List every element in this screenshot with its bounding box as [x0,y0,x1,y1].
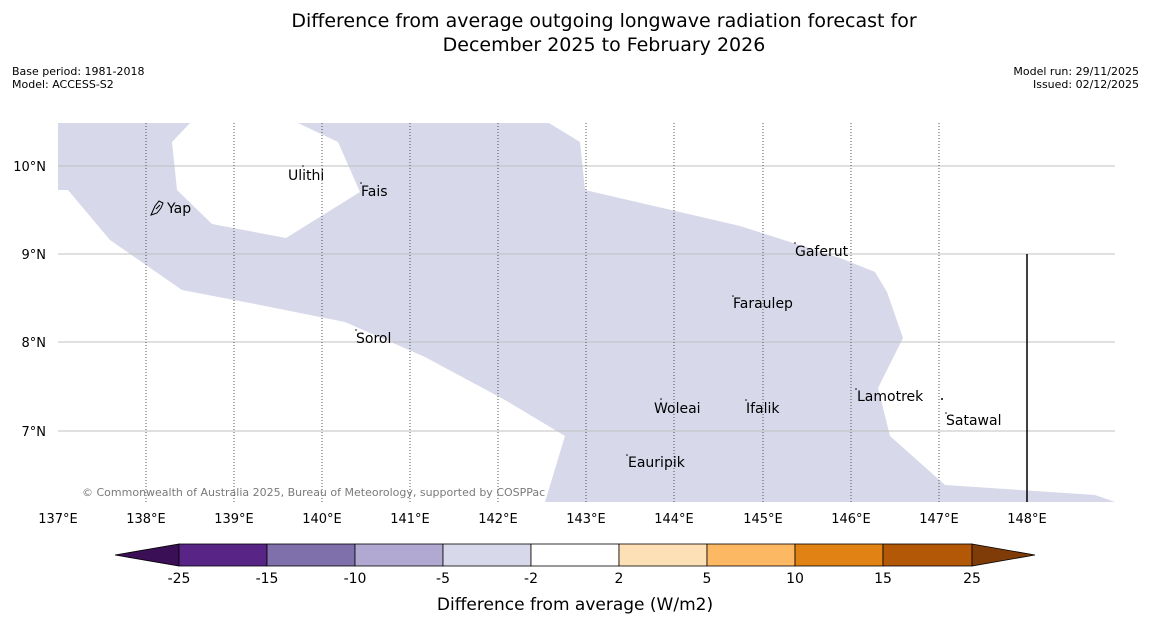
colorbar-ticks: -25 -15 -10 -5 -2 2 5 10 15 25 [168,571,981,587]
lon-label-142e: 142°E [478,512,518,527]
place-lamotrek: Lamotrek [857,389,924,405]
colorbar-bin-6 [618,543,708,567]
lon-labels: 137°E 138°E 139°E 140°E 141°E 142°E 143°… [38,512,1047,527]
place-sorol: Sorol [356,331,391,347]
colorbar-bin-1 [178,543,268,567]
base-period: Base period: 1981-2018 [12,65,145,78]
colorbar-tick-3: -5 [436,571,450,587]
colorbar [114,543,1036,567]
colorbar-bin-5 [530,543,620,567]
copyright-notice: © Commonwealth of Australia 2025, Bureau… [82,486,545,499]
lon-label-137e: 137°E [38,512,78,527]
island-dot-woleai [660,398,662,400]
place-woleai: Woleai [654,401,701,417]
island-dot-ulithi [302,165,304,167]
colorbar-tick-2: -10 [344,571,367,587]
island-dot-eauripik [626,454,628,456]
colorbar-tick-0: -25 [168,571,191,587]
colorbar-tick-4: -2 [524,571,538,587]
island-dot-satawal [945,412,947,414]
colorbar-bin-3 [354,543,444,567]
place-faraulep: Faraulep [733,296,793,312]
colorbar-tick-1: -15 [256,571,279,587]
issued-date: Issued: 02/12/2025 [1032,78,1139,91]
map-title: Difference from average outgoing longwav… [0,9,1150,57]
lat-label-9n: 9°N [22,248,47,263]
lon-label-145e: 145°E [743,512,783,527]
island-dot-lamotrek [855,388,857,390]
lon-label-147e: 147°E [919,512,959,527]
colorbar-arrow-high [971,543,1036,567]
lon-label-144e: 144°E [654,512,694,527]
island-dot-sorol [355,329,357,331]
lon-label-138e: 138°E [126,512,166,527]
model-run: Model run: 29/11/2025 [1013,65,1139,78]
lat-label-8n: 8°N [22,336,47,351]
lon-label-140e: 140°E [302,512,342,527]
colorbar-bin-4 [442,543,532,567]
place-fais: Fais [361,184,388,200]
colorbar-tick-7: 10 [786,571,804,587]
title-line-1: Difference from average outgoing longwav… [291,10,917,32]
place-satawal: Satawal [946,413,1001,429]
lat-labels: 10°N 9°N 8°N 7°N [13,160,46,440]
place-labels: Ulithi Fais Yap Gaferut Faraulep Sorol W… [166,168,1001,471]
colorbar-tick-6: 5 [703,571,712,587]
title-line-2: December 2025 to February 2026 [442,34,766,56]
colorbar-tick-5: 2 [615,571,624,587]
meta-right: Model run: 29/11/2025 Issued: 02/12/2025 [1013,65,1139,91]
legend-title: Difference from average (W/m2) [437,595,713,615]
lat-label-7n: 7°N [22,425,47,440]
model-name: Model: ACCESS-S2 [12,78,114,91]
place-ifalik: Ifalik [746,401,780,417]
colorbar-bin-9 [882,543,973,567]
lat-label-10n: 10°N [13,160,46,175]
lon-label-148e: 148°E [1007,512,1047,527]
colorbar-tick-8: 15 [874,571,892,587]
lon-label-143e: 143°E [566,512,606,527]
lon-label-146e: 146°E [831,512,871,527]
island-dots [302,165,947,456]
lon-gridlines [145,123,940,502]
island-dot-fais [360,182,362,184]
colorbar-bin-7 [706,543,796,567]
island-dot-ifalik [745,399,747,401]
meta-left: Base period: 1981-2018 Model: ACCESS-S2 [12,65,144,91]
lon-label-139e: 139°E [214,512,254,527]
island-dot-lamotrek-east [941,398,943,400]
island-dot-gaferut [794,242,796,244]
colorbar-arrow-low [114,543,180,567]
lon-label-141e: 141°E [390,512,430,527]
colorbar-bin-8 [794,543,884,567]
colorbar-bin-2 [266,543,356,567]
island-dot-faraulep [732,295,734,297]
place-eauripik: Eauripik [628,455,686,471]
place-gaferut: Gaferut [795,244,849,260]
colorbar-tick-9: 25 [963,571,981,587]
yap-island-outline [150,200,164,216]
place-yap: Yap [166,201,191,217]
place-ulithi: Ulithi [288,168,324,184]
